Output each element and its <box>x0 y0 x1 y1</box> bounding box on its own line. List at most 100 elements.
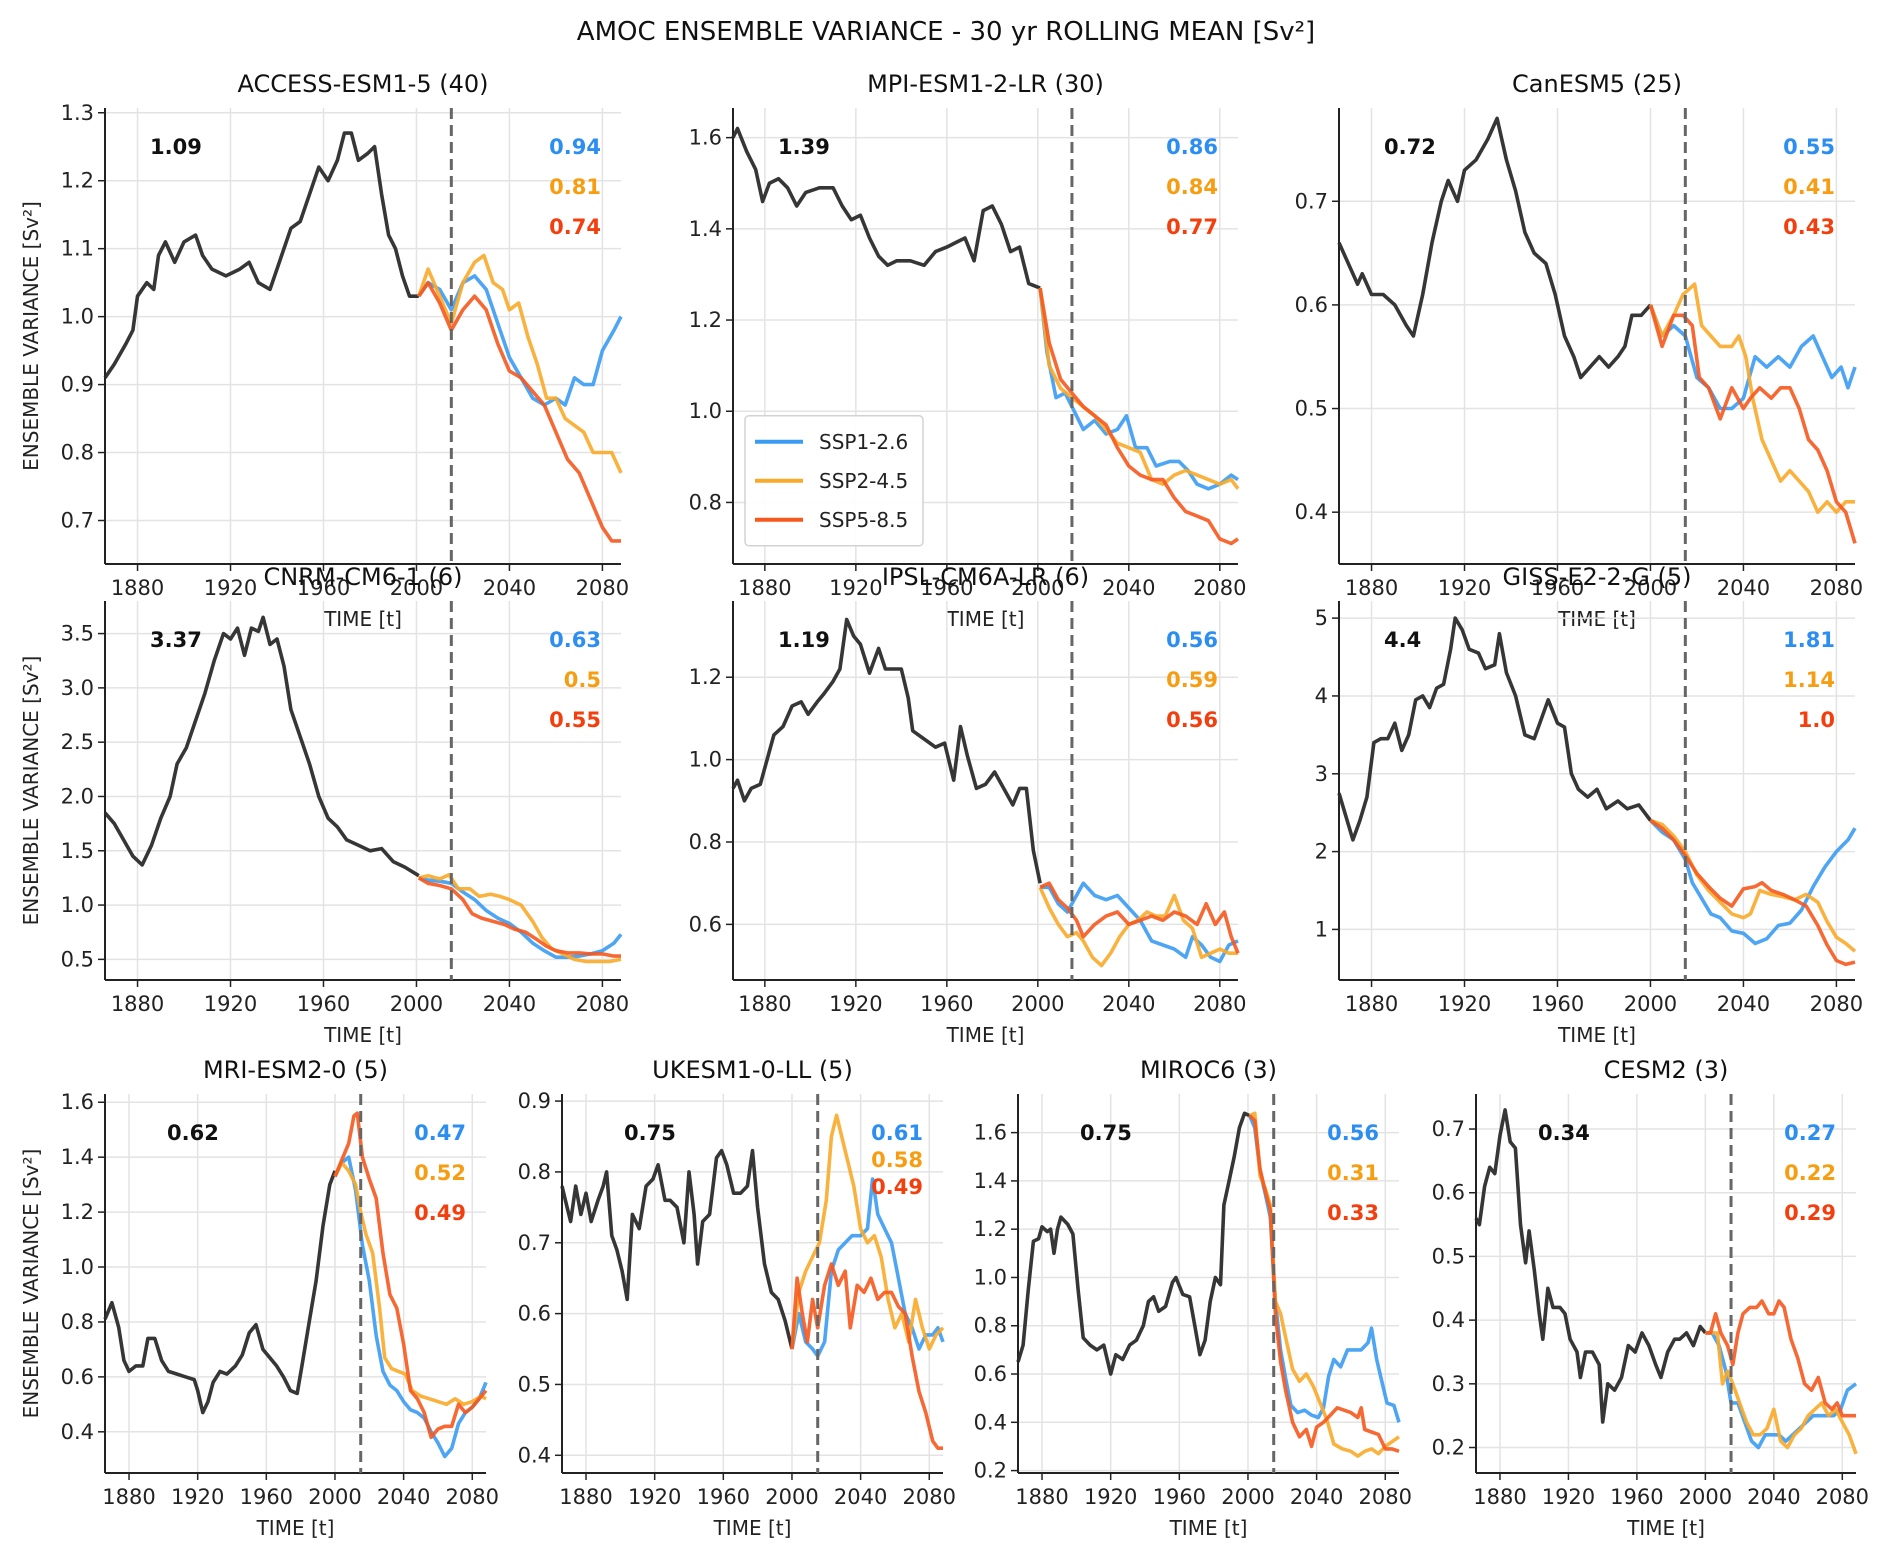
x-tick-label: 2000 <box>390 992 443 1016</box>
panel-5: 1880 1920 1960 2000 2040 2080 0.6 0.8 1.0 1.2 IPSL… <box>689 563 1247 1047</box>
y-tick-label: 1.6 <box>689 126 722 150</box>
y-tick-label: 0.9 <box>61 373 94 397</box>
ssp585-line <box>417 280 621 543</box>
y-tick-label: 3.5 <box>61 622 94 646</box>
x-tick-label: 2040 <box>1747 1485 1800 1509</box>
y-tick-label: 1.4 <box>61 1145 94 1169</box>
ssp585-annotation: 0.43 <box>1783 215 1835 239</box>
x-tick-label: 1880 <box>102 1485 155 1509</box>
ssp245-line <box>1705 1331 1858 1455</box>
x-tick-label: 1920 <box>1438 576 1491 600</box>
x-tick-label: 1880 <box>1473 1485 1526 1509</box>
x-tick-label: 1880 <box>738 576 791 600</box>
x-tick-label: 1960 <box>240 1485 293 1509</box>
y-tick-label: 0.4 <box>61 1420 94 1444</box>
historical-line <box>103 131 419 379</box>
y-tick-label: 0.5 <box>1295 397 1328 421</box>
y-tick-label: 0.6 <box>61 1365 94 1389</box>
y-tick-label: 0.6 <box>1432 1181 1465 1205</box>
x-tick-label: 1960 <box>1531 576 1584 600</box>
x-axis-label: TIME [t] <box>256 1516 335 1540</box>
y-tick-label: 0.8 <box>689 830 722 854</box>
ssp126-annotation: 0.94 <box>549 135 601 159</box>
x-tick-label: 2040 <box>1102 576 1155 600</box>
x-tick-label: 2080 <box>446 1485 499 1509</box>
y-tick-label: 3.0 <box>61 676 94 700</box>
ssp585-annotation: 0.49 <box>871 1175 923 1199</box>
historical-line <box>1016 1111 1251 1376</box>
y-axis-label: ENSEMBLE VARIANCE [Sv²] <box>19 1149 43 1419</box>
historical-annotation: 0.72 <box>1384 135 1436 159</box>
ssp126-annotation: 0.56 <box>1327 1121 1379 1145</box>
ssp585-line <box>1248 1114 1400 1454</box>
historical-line <box>103 615 420 878</box>
x-tick-label: 2040 <box>1290 1485 1343 1509</box>
panel-title: MPI-ESM1-2-LR (30) <box>867 70 1104 98</box>
ssp126-line <box>333 1155 488 1459</box>
x-tick-label: 2080 <box>1359 1485 1412 1509</box>
y-tick-label: 2.0 <box>61 784 94 808</box>
panel-title: MRI-ESM2-0 (5) <box>203 1056 388 1084</box>
x-axis-label: TIME [t] <box>1557 1023 1636 1047</box>
ssp245-annotation: 0.41 <box>1783 175 1835 199</box>
y-tick-label: 0.5 <box>1432 1244 1465 1268</box>
ssp126-annotation: 0.55 <box>1783 135 1835 159</box>
y-tick-label: 0.8 <box>61 441 94 465</box>
panel-1: 1880 1920 1960 2000 2040 2080 0.7 0.8 0.9 1.0 1.1 1… <box>19 70 629 631</box>
y-tick-label: 1.2 <box>689 665 722 689</box>
x-tick-label: 2080 <box>1193 576 1246 600</box>
x-tick-label: 1920 <box>829 992 882 1016</box>
y-tick-label: 3 <box>1315 762 1328 786</box>
y-tick-label: 0.6 <box>518 1302 551 1326</box>
y-tick-label: 1.0 <box>61 893 94 917</box>
panel-title: GISS-E2-2-G (5) <box>1503 563 1692 591</box>
figure-title: AMOC ENSEMBLE VARIANCE - 30 yr ROLLING M… <box>577 17 1315 47</box>
y-tick-label: 1 <box>1315 917 1328 941</box>
x-tick-label: 1960 <box>1153 1485 1206 1509</box>
ssp245-annotation: 1.14 <box>1783 668 1835 692</box>
x-axis-label: TIME [t] <box>946 607 1025 631</box>
ssp245-annotation: 0.81 <box>549 175 601 199</box>
y-tick-label: 1.2 <box>61 1200 94 1224</box>
ssp585-line <box>1649 819 1856 967</box>
panel-10: 1880 1920 1960 2000 2040 2080 0.2 0.3 0.4 0.5 0.6 0… <box>1432 1056 1869 1540</box>
y-tick-label: 1.3 <box>61 101 94 125</box>
legend-label: SSP2-4.5 <box>819 469 908 493</box>
x-axis-label: TIME [t] <box>1557 607 1636 631</box>
x-tick-label: 1880 <box>1345 992 1398 1016</box>
x-tick-label: 2040 <box>377 1485 430 1509</box>
y-tick-label: 1.1 <box>61 237 94 261</box>
ssp245-annotation: 0.52 <box>414 1161 466 1185</box>
y-tick-label: 0.7 <box>518 1231 551 1255</box>
historical-annotation: 1.39 <box>778 135 830 159</box>
historical-annotation: 0.75 <box>1080 1121 1132 1145</box>
ssp126-annotation: 0.61 <box>871 1121 923 1145</box>
x-tick-label: 1960 <box>1610 1485 1663 1509</box>
x-tick-label: 2000 <box>1624 576 1677 600</box>
y-tick-label: 0.8 <box>689 490 722 514</box>
historical-annotation: 1.19 <box>778 628 830 652</box>
historical-annotation: 0.34 <box>1538 1121 1590 1145</box>
x-tick-label: 1880 <box>738 992 791 1016</box>
panel-title: CNRM-CM6-1 (6) <box>263 563 462 591</box>
historical-annotation: 4.4 <box>1384 628 1421 652</box>
ssp585-annotation: 1.0 <box>1798 708 1835 732</box>
ssp585-annotation: 0.55 <box>549 708 601 732</box>
historical-annotation: 0.75 <box>624 1121 676 1145</box>
x-tick-label: 2040 <box>1717 992 1770 1016</box>
ssp245-line <box>1038 886 1238 968</box>
x-tick-label: 2080 <box>1193 992 1246 1016</box>
ssp585-line <box>1039 881 1240 954</box>
ssp245-line <box>417 253 623 474</box>
y-tick-label: 0.3 <box>1432 1372 1465 1396</box>
ssp585-annotation: 0.29 <box>1784 1201 1836 1225</box>
x-tick-label: 2000 <box>390 576 443 600</box>
panel-7: 1880 1920 1960 2000 2040 2080 0.4 0.6 0.8 1.0 1.2 1… <box>19 1056 499 1540</box>
x-tick-label: 1960 <box>1531 992 1584 1016</box>
x-tick-label: 1920 <box>1084 1485 1137 1509</box>
x-tick-label: 2000 <box>765 1485 818 1509</box>
legend-box <box>744 415 924 547</box>
y-tick-label: 2.5 <box>61 730 94 754</box>
ssp245-annotation: 0.58 <box>871 1148 923 1172</box>
legend-label: SSP5-8.5 <box>819 508 908 532</box>
